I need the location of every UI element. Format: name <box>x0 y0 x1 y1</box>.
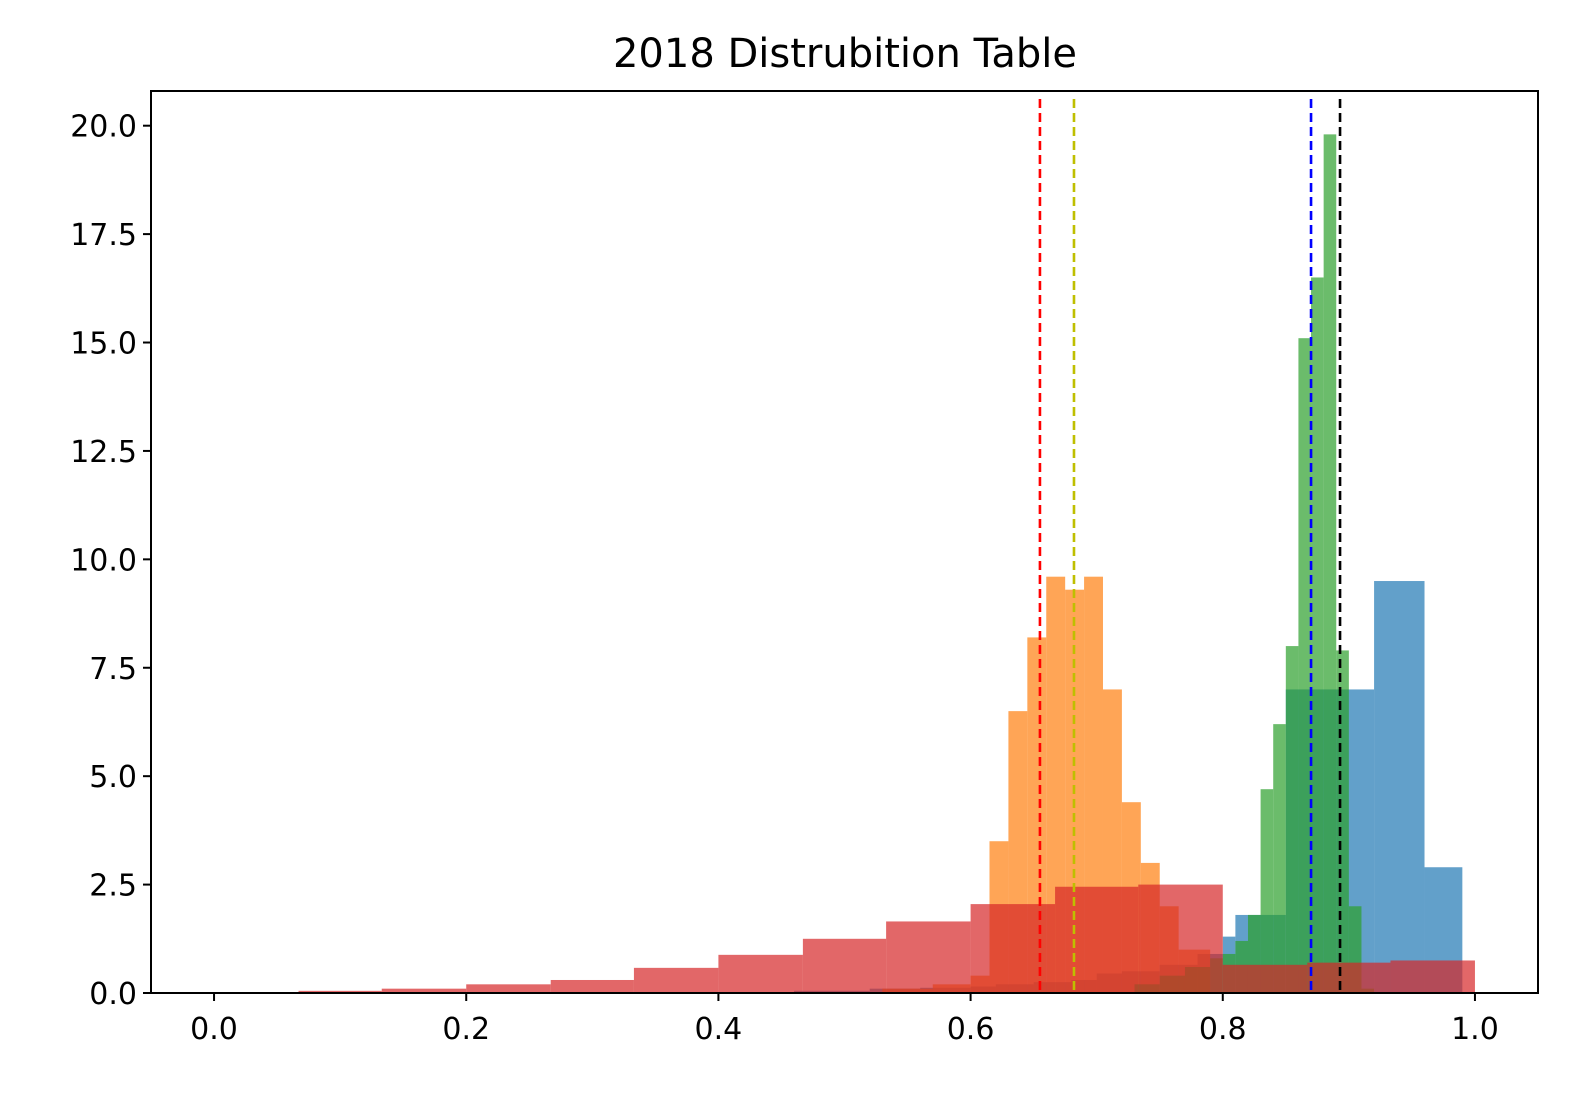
hist-bar-2-13 <box>1336 650 1349 993</box>
hist-bar-3-10 <box>1055 886 1139 993</box>
y-tick-label-8: 20.0 <box>70 110 137 145</box>
hist-bar-2-10 <box>1298 338 1312 993</box>
y-tick-label-7: 17.5 <box>70 218 137 253</box>
x-tick-label-3: 0.6 <box>947 1012 995 1047</box>
y-tick-label-0: 0.0 <box>89 977 137 1012</box>
hist-bar-3-5 <box>633 967 719 993</box>
hist-bar-2-9 <box>1285 646 1299 993</box>
hist-bar-2-12 <box>1323 134 1337 994</box>
histogram-bars <box>214 134 1475 994</box>
hist-bar-3-2 <box>381 988 467 993</box>
y-tick-label-2: 5.0 <box>89 760 137 795</box>
hist-bar-3-4 <box>550 979 634 993</box>
mean-lines <box>1038 99 1342 993</box>
y-tick-label-1: 2.5 <box>89 869 137 904</box>
y-tick-label-4: 10.0 <box>70 543 137 578</box>
hist-bar-3-12 <box>1222 964 1308 993</box>
x-tick-label-4: 0.8 <box>1199 1012 1247 1047</box>
x-tick-label-1: 0.2 <box>442 1012 490 1047</box>
x-axis: 0.0 0.2 0.4 0.6 0.8 1.0 <box>190 993 1499 1047</box>
x-tick-label-0: 0.0 <box>190 1012 238 1047</box>
chart-title: 2018 Distrubition Table <box>613 31 1077 77</box>
y-tick-label-3: 7.5 <box>89 652 137 687</box>
hist-bar-3-14 <box>1390 960 1475 993</box>
hist-bar-3-6 <box>718 954 803 993</box>
hist-bar-2-11 <box>1311 277 1324 993</box>
y-tick-label-5: 12.5 <box>70 435 137 470</box>
hist-bar-3-8 <box>886 921 971 993</box>
hist-bar-3-13 <box>1307 962 1391 993</box>
x-tick-label-2: 0.4 <box>695 1012 743 1047</box>
hist-bar-2-8 <box>1273 724 1286 993</box>
hist-bar-3-11 <box>1138 884 1223 993</box>
y-axis: 0.0 2.5 5.0 7.5 10.0 12.5 15.0 17.5 20.0 <box>70 110 151 1012</box>
hist-bar-3-1 <box>298 990 382 993</box>
hist-bar-3-3 <box>466 984 551 993</box>
hist-bar-3-9 <box>970 904 1056 993</box>
plot-frame <box>150 90 1539 994</box>
hist-bar-0-15 <box>1374 581 1425 993</box>
hist-bar-2-7 <box>1260 789 1274 993</box>
x-tick-label-5: 1.0 <box>1451 1012 1499 1047</box>
hist-bar-3-7 <box>802 938 887 993</box>
y-tick-label-6: 15.0 <box>70 327 137 362</box>
